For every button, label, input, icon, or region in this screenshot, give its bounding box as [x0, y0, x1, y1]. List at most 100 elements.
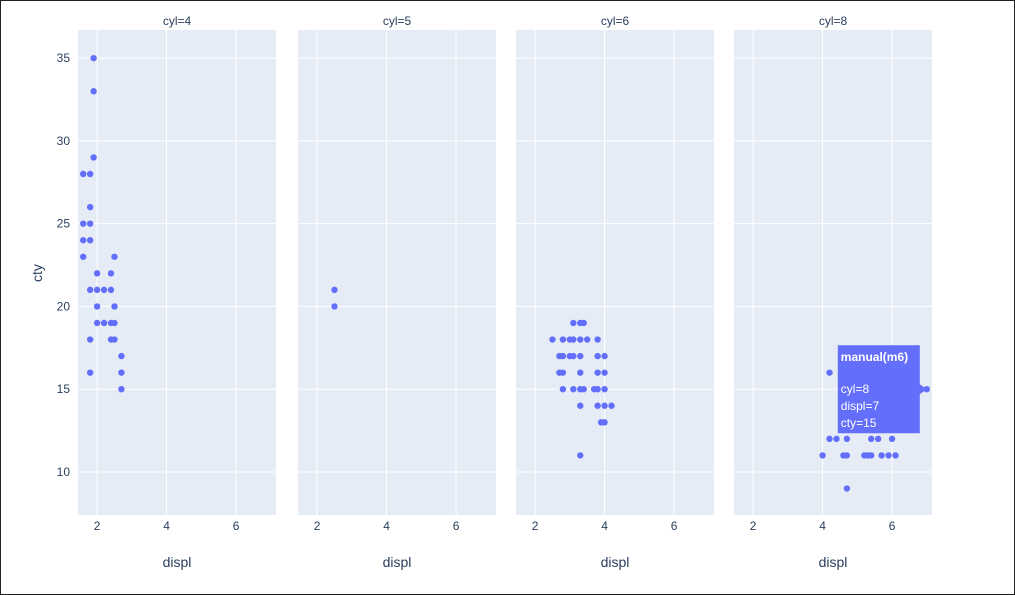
y-tick-label: 25: [57, 217, 71, 231]
x-tick-label: 6: [233, 519, 240, 533]
data-point[interactable]: [80, 170, 87, 178]
tooltip-title: manual(m6): [841, 350, 908, 364]
x-axis-title: displ: [601, 554, 630, 570]
data-point[interactable]: [86, 286, 94, 294]
data-point[interactable]: [868, 452, 875, 459]
data-point[interactable]: [118, 385, 125, 393]
facet-title: cyl=4: [163, 14, 192, 28]
y-axis-title: cty: [29, 264, 45, 282]
x-tick-label: 6: [671, 519, 678, 533]
data-point[interactable]: [577, 369, 584, 376]
facet-plot-area: [298, 30, 496, 515]
tooltip-line: displ=7: [841, 399, 880, 413]
facet-plot-area: [78, 30, 276, 515]
data-point[interactable]: [577, 336, 584, 343]
y-tick-label: 30: [57, 134, 71, 148]
data-point[interactable]: [86, 237, 94, 244]
data-point[interactable]: [80, 220, 87, 227]
data-point[interactable]: [843, 435, 851, 443]
tooltip-box: [837, 345, 927, 434]
data-point[interactable]: [594, 385, 601, 393]
data-point[interactable]: [80, 237, 87, 244]
data-point[interactable]: [580, 319, 587, 327]
data-point[interactable]: [594, 352, 601, 360]
y-tick-label: 10: [57, 465, 71, 479]
data-point[interactable]: [594, 369, 601, 376]
data-point[interactable]: [93, 319, 101, 327]
x-axis-title: displ: [383, 554, 412, 570]
data-point[interactable]: [608, 402, 615, 409]
data-point[interactable]: [107, 286, 115, 294]
x-tick-label: 4: [601, 519, 608, 533]
data-point[interactable]: [93, 270, 101, 277]
data-point[interactable]: [601, 419, 608, 426]
data-point[interactable]: [833, 435, 840, 443]
facet-plot-area: [516, 30, 714, 515]
data-point[interactable]: [90, 154, 97, 161]
data-point[interactable]: [559, 336, 567, 343]
data-point[interactable]: [580, 385, 587, 393]
data-point[interactable]: [86, 170, 94, 178]
x-axis-title: displ: [819, 554, 848, 570]
data-point[interactable]: [570, 319, 577, 327]
data-point[interactable]: [90, 54, 97, 62]
data-point[interactable]: [885, 452, 892, 459]
data-point[interactable]: [331, 286, 338, 294]
x-tick-label: 2: [314, 519, 321, 533]
data-point[interactable]: [826, 435, 833, 443]
data-point[interactable]: [584, 336, 591, 343]
data-point[interactable]: [86, 336, 94, 343]
data-point[interactable]: [118, 352, 125, 360]
data-point[interactable]: [601, 369, 608, 376]
data-point[interactable]: [118, 369, 125, 376]
data-point[interactable]: [549, 336, 556, 343]
data-point[interactable]: [86, 203, 94, 211]
data-point[interactable]: [843, 452, 851, 459]
data-point[interactable]: [570, 336, 577, 343]
data-point[interactable]: [878, 452, 885, 459]
data-point[interactable]: [559, 352, 567, 360]
data-point[interactable]: [843, 485, 851, 492]
data-point[interactable]: [107, 270, 115, 277]
data-point[interactable]: [570, 385, 577, 393]
y-tick-label: 15: [57, 382, 71, 396]
tooltip-line: cty=15: [841, 416, 877, 430]
facet-title: cyl=8: [819, 14, 848, 28]
data-point[interactable]: [601, 352, 608, 360]
data-point[interactable]: [111, 319, 118, 327]
data-point[interactable]: [100, 319, 108, 327]
data-point[interactable]: [331, 303, 338, 310]
data-point[interactable]: [892, 452, 899, 459]
data-point[interactable]: [111, 303, 118, 310]
data-point[interactable]: [826, 369, 833, 376]
data-point[interactable]: [570, 352, 577, 360]
facet-title: cyl=5: [383, 14, 412, 28]
data-point[interactable]: [90, 88, 97, 95]
data-point[interactable]: [100, 286, 108, 294]
data-point[interactable]: [577, 402, 584, 409]
data-point[interactable]: [111, 336, 118, 343]
data-point[interactable]: [888, 435, 896, 443]
data-point[interactable]: [93, 303, 101, 310]
data-point[interactable]: [93, 286, 101, 294]
data-point[interactable]: [111, 253, 118, 260]
data-point[interactable]: [868, 435, 875, 443]
data-point[interactable]: [559, 385, 567, 393]
data-point[interactable]: [559, 369, 567, 376]
data-point[interactable]: [819, 452, 826, 459]
x-tick-label: 2: [532, 519, 539, 533]
data-point[interactable]: [601, 402, 608, 409]
data-point[interactable]: [594, 336, 601, 343]
facet-panel-2: 2 4 6 cyl=5 displ: [298, 14, 496, 570]
tooltip-line: cyl=8: [841, 382, 870, 396]
data-point[interactable]: [601, 385, 608, 393]
data-point[interactable]: [874, 435, 882, 443]
data-point[interactable]: [80, 253, 87, 260]
data-point[interactable]: [577, 352, 584, 360]
data-point[interactable]: [594, 402, 601, 409]
data-point[interactable]: [577, 452, 584, 459]
data-point[interactable]: [86, 220, 94, 227]
x-tick-label: 2: [94, 519, 101, 533]
data-point[interactable]: [86, 369, 94, 376]
